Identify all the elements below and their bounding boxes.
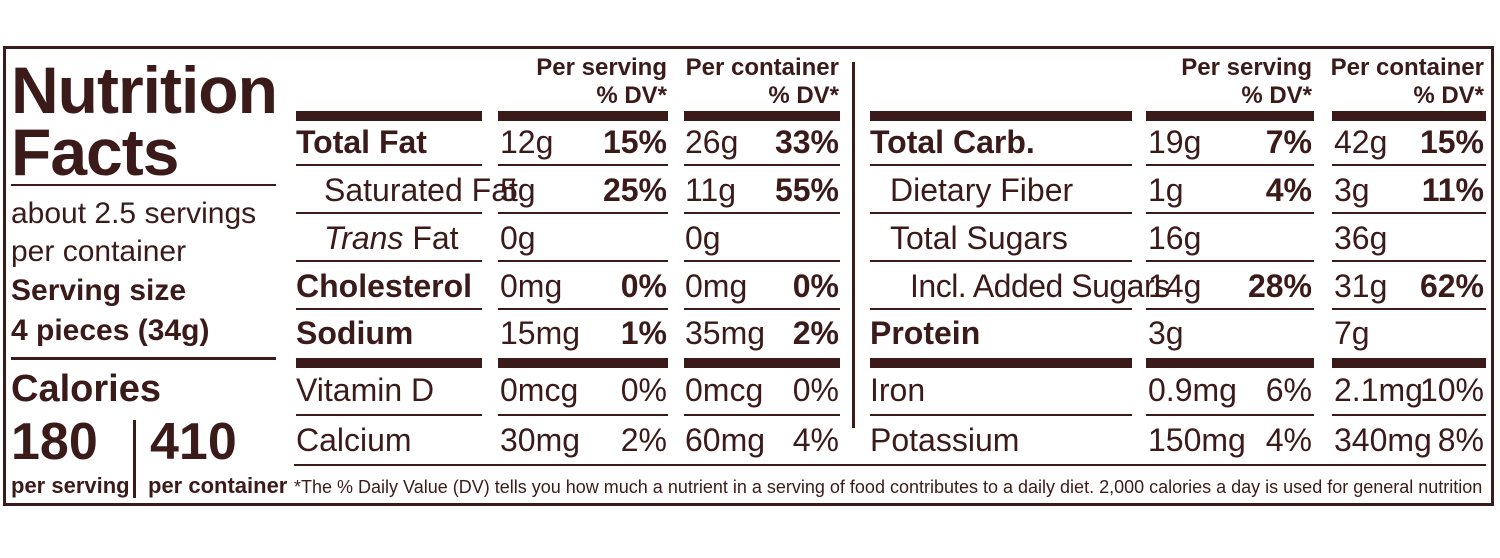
container-dv: 11% (1421, 172, 1484, 208)
nutrient-label: Dietary Fiber (890, 172, 1074, 208)
container-dv: 15% (1419, 124, 1484, 160)
serving-amount: 14g (1148, 268, 1202, 304)
nutrient-label: Trans Fat (324, 220, 459, 256)
container-amount: 2.1mg (1334, 372, 1423, 408)
container-dv: 10% (1419, 372, 1484, 408)
serving-size-value: 4 pieces (34g) (11, 314, 210, 347)
servings-line-2: per container (11, 235, 187, 268)
serving-amount: 1g (1148, 172, 1184, 208)
thick-bar (870, 111, 1132, 121)
calories-per-container: 410 (150, 413, 237, 471)
serving-amount: 5g (500, 172, 536, 208)
calories-divider (133, 420, 136, 498)
thick-bar (1332, 111, 1486, 121)
serving-amount: 19g (1148, 124, 1202, 160)
container-amount: 340mg (1334, 422, 1432, 458)
serving-dv: 25% (602, 172, 667, 208)
thick-bar (498, 111, 668, 121)
nutrient-label: Total Carb. (870, 124, 1035, 160)
center-divider (852, 62, 855, 428)
serving-dv: 6% (1265, 372, 1312, 408)
container-amount: 0mcg (685, 372, 764, 408)
serving-dv: 4% (1265, 172, 1312, 208)
nutrition-label (3, 46, 1494, 506)
container-dv: 0% (792, 268, 839, 304)
container-amount: 0mg (685, 268, 748, 304)
title-line-2: Facts (11, 115, 179, 189)
nutrient-label: Sodium (296, 315, 414, 351)
serving-amount: 150mg (1148, 422, 1246, 458)
divider (11, 184, 276, 186)
container-amount: 35mg (685, 315, 766, 351)
container-dv: 55% (774, 172, 839, 208)
nutrient-label: Saturated Fat (324, 172, 518, 208)
serving-amount: 0g (500, 220, 536, 256)
nutrient-label: Protein (870, 315, 981, 351)
thick-bar (296, 358, 482, 368)
serving-dv: 28% (1247, 268, 1312, 304)
thick-bar (1146, 358, 1314, 368)
serving-amount: 30mg (500, 422, 581, 458)
serving-dv: 4% (1265, 422, 1312, 458)
serving-amount: 15mg (500, 315, 581, 351)
nutrient-label: Calcium (296, 422, 412, 458)
container-dv: 4% (792, 422, 839, 458)
thick-bar (296, 111, 482, 121)
serving-amount: 0mcg (500, 372, 579, 408)
nutrient-label: Total Sugars (890, 220, 1068, 256)
container-amount: 11g (685, 172, 737, 208)
serving-amount: 12g (500, 124, 554, 160)
container-amount: 31g (1334, 268, 1388, 304)
nutrient-label: Incl. Added Sugars (910, 268, 1170, 304)
serving-amount: 16g (1148, 220, 1202, 256)
calories-per-container-label: per container (148, 473, 288, 498)
calories-per-serving: 180 (11, 413, 98, 471)
thick-bar (684, 111, 840, 121)
header-per-container-right: Per container% DV* (1330, 54, 1484, 109)
serving-size-label: Serving size (11, 274, 187, 307)
nutrient-label: Cholesterol (296, 268, 473, 304)
serving-dv: 0% (620, 268, 667, 304)
title-line-1: Nutrition (11, 53, 278, 127)
container-amount: 42g (1334, 124, 1388, 160)
container-dv: 33% (774, 124, 839, 160)
nutrient-label: Total Fat (296, 124, 427, 160)
servings-line-1: about 2.5 servings (11, 197, 257, 230)
thick-bar (1146, 111, 1314, 121)
container-amount: 60mg (685, 422, 766, 458)
serving-dv: 15% (602, 124, 667, 160)
serving-dv: 7% (1265, 124, 1312, 160)
serving-amount: 0mg (500, 268, 563, 304)
serving-dv: 0% (620, 372, 667, 408)
container-dv: 2% (792, 315, 839, 351)
calories-per-serving-label: per serving (11, 473, 130, 498)
footnote: *The % Daily Value (DV) tells you how mu… (294, 477, 1484, 497)
container-amount: 7g (1334, 315, 1370, 351)
container-amount: 36g (1334, 220, 1388, 256)
footnote-divider (294, 464, 1486, 466)
header-per-serving-right: Per serving% DV* (1181, 54, 1312, 109)
nutrient-label: Potassium (870, 422, 1020, 458)
serving-amount: 3g (1148, 315, 1184, 351)
container-amount: 26g (685, 124, 739, 160)
container-dv: 0% (792, 372, 839, 408)
container-amount: 0g (685, 220, 721, 256)
container-dv: 8% (1437, 422, 1484, 458)
thick-bar (870, 358, 1132, 368)
nutrient-label: Vitamin D (296, 372, 435, 408)
thick-bar (684, 358, 840, 368)
serving-amount: 0.9mg (1148, 372, 1237, 408)
container-dv: 62% (1419, 268, 1484, 304)
header-per-container-left: Per container% DV* (685, 54, 839, 109)
divider (11, 357, 276, 360)
thick-bar (1332, 358, 1486, 368)
serving-dv: 1% (620, 315, 667, 351)
calories-label: Calories (11, 368, 161, 410)
thick-bar (498, 358, 668, 368)
nutrient-label: Iron (870, 372, 926, 408)
serving-dv: 2% (620, 422, 667, 458)
container-amount: 3g (1334, 172, 1370, 208)
header-per-serving-left: Per serving% DV* (536, 54, 667, 109)
